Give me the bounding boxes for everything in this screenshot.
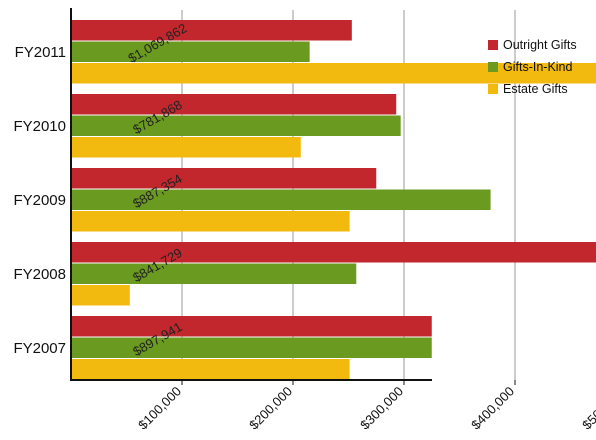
- legend-swatch-gifts-in-kind: [488, 62, 498, 72]
- axes: [70, 8, 516, 385]
- bar-fy2011-estate-gifts: [71, 63, 596, 84]
- legend: Outright Gifts Gifts-In-Kind Estate Gifts: [488, 38, 577, 96]
- category-label-fy2007: FY2007: [13, 340, 66, 357]
- bar-fy2008-gifts-in-kind: [71, 263, 357, 284]
- category-label-fy2010: FY2010: [13, 118, 66, 135]
- bars: [71, 20, 596, 380]
- x-tick-label-5: $500,000: [579, 384, 596, 433]
- bar-fy2007-gifts-in-kind: [71, 337, 432, 358]
- category-label-fy2011: FY2011: [15, 44, 66, 61]
- bar-fy2011-outright-gifts: [71, 20, 352, 41]
- legend-label-outright-gifts: Outright Gifts: [503, 38, 577, 52]
- bar-fy2010-outright-gifts: [71, 94, 397, 115]
- bar-fy2007-estate-gifts: [71, 359, 350, 380]
- bar-fy2009-estate-gifts: [71, 211, 350, 232]
- legend-label-estate-gifts: Estate Gifts: [503, 82, 568, 96]
- category-label-fy2009: FY2009: [13, 192, 66, 209]
- legend-swatch-estate-gifts: [488, 84, 498, 94]
- legend-label-gifts-in-kind: Gifts-In-Kind: [503, 60, 573, 74]
- x-tick-label-4: $400,000: [468, 384, 517, 433]
- bar-fy2007-outright-gifts: [71, 316, 432, 337]
- bar-fy2010-estate-gifts: [71, 137, 301, 158]
- legend-swatch-outright-gifts: [488, 40, 498, 50]
- bar-fy2008-outright-gifts: [71, 242, 596, 263]
- x-tick-label-3: $300,000: [357, 384, 406, 433]
- x-tick-label-2: $200,000: [246, 384, 295, 433]
- category-label-fy2008: FY2008: [13, 266, 66, 283]
- x-tick-label-1: $100,000: [135, 384, 184, 433]
- bar-fy2011-gifts-in-kind: [71, 41, 310, 62]
- bar-fy2010-gifts-in-kind: [71, 115, 401, 136]
- bar-fy2008-estate-gifts: [71, 285, 130, 306]
- bar-fy2009-outright-gifts: [71, 168, 377, 189]
- bar-fy2009-gifts-in-kind: [71, 189, 491, 210]
